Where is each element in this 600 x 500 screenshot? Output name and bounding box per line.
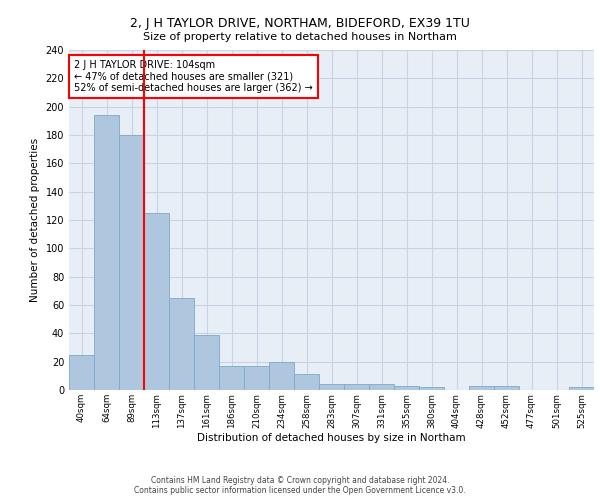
Bar — [119, 135, 144, 390]
Bar — [369, 384, 394, 390]
Bar — [569, 387, 594, 390]
Bar — [244, 366, 269, 390]
X-axis label: Distribution of detached houses by size in Northam: Distribution of detached houses by size … — [197, 433, 466, 443]
Bar — [219, 366, 244, 390]
Bar — [494, 386, 519, 390]
Text: 2 J H TAYLOR DRIVE: 104sqm
← 47% of detached houses are smaller (321)
52% of sem: 2 J H TAYLOR DRIVE: 104sqm ← 47% of deta… — [74, 60, 313, 94]
Bar — [69, 354, 94, 390]
Bar — [194, 335, 219, 390]
Bar — [294, 374, 319, 390]
Bar — [94, 115, 119, 390]
Text: Size of property relative to detached houses in Northam: Size of property relative to detached ho… — [143, 32, 457, 42]
Text: 2, J H TAYLOR DRIVE, NORTHAM, BIDEFORD, EX39 1TU: 2, J H TAYLOR DRIVE, NORTHAM, BIDEFORD, … — [130, 18, 470, 30]
Bar — [169, 298, 194, 390]
Bar — [419, 387, 444, 390]
Text: Contains HM Land Registry data © Crown copyright and database right 2024.
Contai: Contains HM Land Registry data © Crown c… — [134, 476, 466, 495]
Y-axis label: Number of detached properties: Number of detached properties — [30, 138, 40, 302]
Bar — [344, 384, 369, 390]
Bar — [469, 386, 494, 390]
Bar — [144, 213, 169, 390]
Bar — [319, 384, 344, 390]
Bar — [269, 362, 294, 390]
Bar — [394, 386, 419, 390]
